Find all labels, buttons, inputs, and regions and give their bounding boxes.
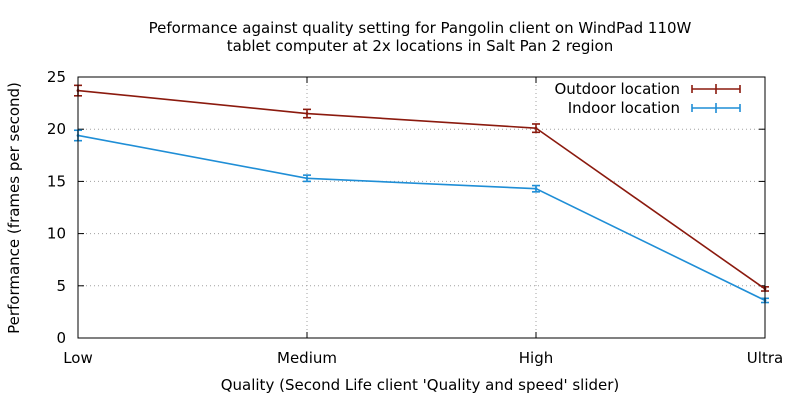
y-tick-label: 20	[47, 120, 66, 138]
y-axis-ticks: 0 5 10 15 20 25	[47, 68, 765, 347]
grid	[78, 77, 765, 338]
x-axis-label: Quality (Second Life client 'Quality and…	[221, 376, 620, 394]
data-point	[534, 126, 538, 130]
x-axis-ticks: Low Medium High Ultra	[63, 77, 783, 367]
data-point	[305, 112, 309, 115]
x-tick-label: Low	[63, 349, 93, 367]
data-point	[534, 187, 538, 191]
legend-label: Outdoor location	[554, 80, 680, 98]
y-tick-label: 15	[47, 172, 66, 190]
x-tick-label: Ultra	[747, 349, 783, 367]
data-point	[305, 176, 309, 180]
x-tick-label: High	[519, 349, 553, 367]
series-line	[77, 89, 766, 290]
y-tick-label: 0	[56, 329, 66, 347]
legend-label: Indoor location	[568, 99, 680, 117]
series-line	[77, 134, 766, 302]
y-tick-label: 25	[47, 68, 66, 86]
y-tick-label: 5	[56, 277, 66, 295]
y-tick-label: 10	[47, 225, 66, 243]
chart-title-line-2: tablet computer at 2x locations in Salt …	[227, 37, 613, 55]
y-axis-label: Performance (frames per second)	[5, 82, 23, 334]
plot-frame	[77, 76, 766, 339]
chart-title-line-1: Peformance against quality setting for P…	[149, 19, 692, 37]
x-tick-label: Medium	[277, 349, 337, 367]
series-group	[74, 84, 769, 304]
